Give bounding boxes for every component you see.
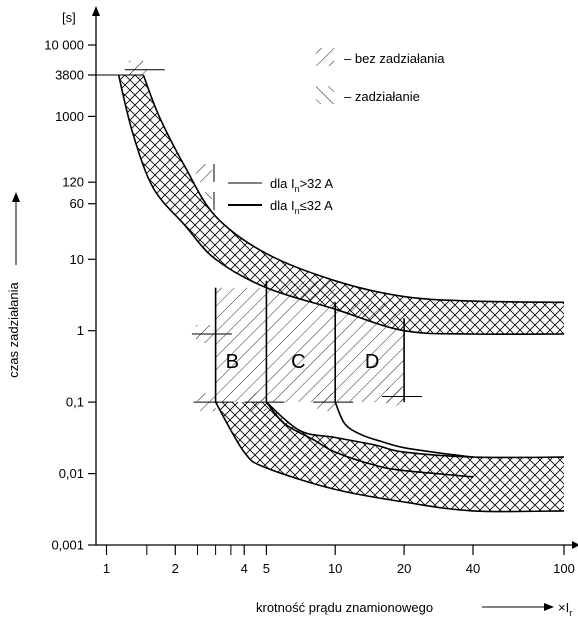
characteristic-bands [118, 75, 564, 512]
instant-band [215, 402, 564, 512]
y-axis-arrow-icon [92, 6, 100, 16]
x-axis-unit: ×Ir [558, 600, 572, 618]
y-axis-label-group: czas zadziałania [6, 282, 21, 378]
legend-label-trip: – zadziałanie [344, 89, 420, 104]
y-tick-label-7: 1000 [55, 109, 84, 124]
zone-c-lower-curve [265, 401, 474, 478]
y-tick-label-5: 60 [70, 196, 84, 211]
thermal-band [118, 75, 564, 335]
y-tick-label-2: 0,1 [66, 395, 84, 410]
instant-upper-curve [265, 401, 565, 459]
y-tick-label-0: 0,001 [51, 538, 84, 553]
instant-lower-curve [214, 401, 565, 513]
zone-label-b: B [226, 351, 239, 373]
y-tick-label-6: 120 [62, 175, 84, 190]
y-tick-label-8: 3800 [55, 68, 84, 83]
zone-d-lower-curve [334, 401, 474, 458]
zone-label-c: C [291, 351, 305, 373]
y-tick-label-1: 0,01 [59, 466, 84, 481]
y-label-arrow-icon [12, 192, 20, 202]
legend2-label-2: dla In≤32 A [270, 198, 333, 216]
legend-curves: dla In>32 A dla In≤32 A [196, 164, 334, 216]
y-tick-label-4: 10 [70, 252, 84, 267]
x-label-arrow-icon [544, 603, 554, 611]
legend2-swatch-1 [196, 164, 212, 182]
legend-hatch: – bez zadziałania – zadziałanie [316, 48, 445, 104]
y-axis-unit: [s] [62, 10, 76, 25]
zone-fill-c [266, 280, 336, 403]
legend2-swatch-2 [196, 192, 212, 210]
x-tick-label-7: 100 [553, 561, 575, 576]
x-tick-label-2: 4 [241, 561, 248, 576]
x-tick-label-0: 1 [103, 561, 110, 576]
x-tick-label-4: 10 [328, 561, 342, 576]
x-axis-label: krotność prądu znamionowego [256, 600, 433, 615]
legend-swatch-no-trip [316, 48, 334, 66]
zone-labels: B C D [226, 351, 380, 373]
x-tick-label-3: 5 [263, 561, 270, 576]
y-tick-label-9: 10 000 [44, 38, 84, 53]
x-tick-label-6: 40 [466, 561, 480, 576]
thermal-upper-curve [142, 74, 565, 304]
x-tick-label-1: 2 [172, 561, 179, 576]
x-axis-ticks: 1 2 4 5 10 20 40 100 [103, 545, 575, 576]
x-axis-arrow-icon [572, 541, 578, 549]
thermal-lower-curve [117, 74, 565, 336]
zone-label-d: D [365, 351, 379, 373]
tolerance-markers [124, 60, 423, 412]
y-axis-ticks: 0,001 0,01 0,1 1 10 60 120 1000 3800 10 000 [44, 38, 96, 553]
legend2-label-1: dla In>32 A [270, 176, 334, 194]
zone-fill-b [215, 287, 267, 403]
y-axis-label: czas zadziałania [6, 282, 21, 378]
legend-swatch-trip [316, 86, 334, 104]
x-tick-label-5: 20 [397, 561, 411, 576]
legend-label-no-trip: – bez zadziałania [344, 51, 445, 66]
y-tick-label-3: 1 [77, 323, 84, 338]
